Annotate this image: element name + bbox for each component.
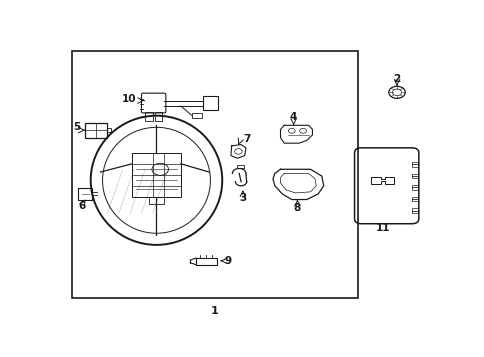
Text: 2: 2 bbox=[393, 74, 400, 84]
Text: 5: 5 bbox=[73, 122, 80, 132]
Text: 4: 4 bbox=[289, 112, 297, 122]
Bar bbox=[411, 185, 417, 190]
Text: 9: 9 bbox=[224, 256, 231, 266]
Polygon shape bbox=[371, 177, 393, 183]
Text: 1: 1 bbox=[211, 306, 218, 316]
Bar bbox=[78, 188, 92, 200]
Bar bbox=[411, 174, 417, 178]
Bar bbox=[203, 96, 218, 110]
Text: 11: 11 bbox=[375, 223, 389, 233]
Bar bbox=[106, 128, 110, 132]
Polygon shape bbox=[230, 145, 245, 158]
Bar bbox=[196, 258, 216, 265]
Bar bbox=[72, 51, 357, 298]
Text: 3: 3 bbox=[239, 193, 246, 203]
Bar bbox=[411, 208, 417, 213]
Bar bbox=[85, 122, 106, 138]
Bar bbox=[411, 197, 417, 201]
Bar bbox=[149, 197, 164, 203]
Bar bbox=[236, 165, 244, 169]
Bar bbox=[411, 162, 417, 166]
Polygon shape bbox=[272, 169, 323, 200]
Text: 8: 8 bbox=[293, 203, 301, 213]
Polygon shape bbox=[280, 125, 312, 143]
Bar bbox=[192, 114, 201, 119]
Bar bbox=[132, 153, 181, 197]
Text: 7: 7 bbox=[243, 134, 251, 144]
Text: 6: 6 bbox=[78, 201, 85, 211]
Text: 10: 10 bbox=[121, 94, 136, 104]
Bar bbox=[154, 112, 162, 121]
Bar bbox=[145, 112, 153, 121]
